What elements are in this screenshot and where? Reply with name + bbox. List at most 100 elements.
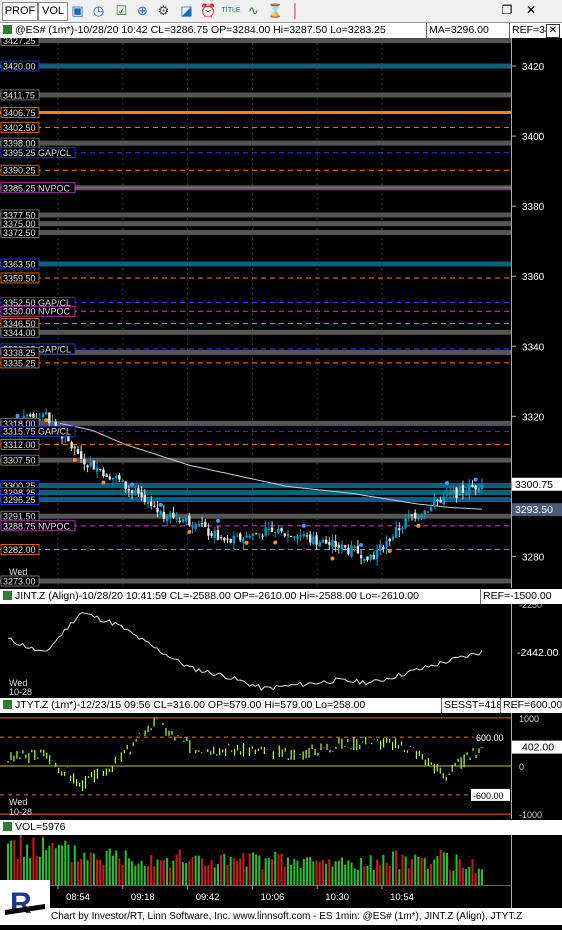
vol-bar [89,852,92,885]
vol-bar [127,858,130,885]
vol-bar [353,868,356,885]
es-candle [41,413,45,418]
vol-bar [471,859,474,885]
es-candle [375,549,379,560]
es-candle [372,554,376,560]
vol-bar [347,860,350,885]
vol-button[interactable]: VOL [38,2,68,21]
jint-ytick-label: -2250 [519,604,542,610]
vol-bar [188,861,191,885]
es-candle [413,512,417,519]
es-candle [417,516,420,520]
jint-day-label: Wed [9,678,27,688]
es-candle [146,500,150,504]
es-level-band [0,212,511,218]
es-level-label-box [0,121,40,133]
restore-icon[interactable]: ❐ [501,3,513,17]
es-candle [280,527,283,532]
vol-bar [131,861,134,885]
es-candle [420,514,423,519]
es-ytick-label: 3420 [522,62,545,73]
vol-bar [325,863,328,885]
data-icon[interactable]: ▣ [71,3,84,18]
vol-bar [92,853,95,885]
hourglass-icon[interactable]: ⌛ [267,3,284,18]
vol-bar [477,868,480,885]
es-candle [216,530,220,540]
es-pivot-dot [72,457,77,462]
es-level-label: 3385.25 NVPOC [3,183,71,193]
es-candle [79,451,83,459]
close-icon[interactable]: ✕ [525,3,537,17]
es-candle [283,533,286,536]
es-level-label-box [0,326,40,338]
sine-icon[interactable]: ∿ [248,3,259,18]
vol-bar [67,844,70,885]
gear-icon[interactable]: ⚙ [157,3,170,18]
es-level-label: 3398.00 [3,139,36,149]
es-candle [242,539,245,543]
vol-check-icon[interactable] [3,822,12,831]
es-candle [477,488,481,493]
es-close-icon[interactable]: ✕ [546,24,560,38]
zoom-icon[interactable]: ⊕ [137,3,148,18]
title-icon[interactable]: TITLE [221,7,241,14]
vol-bar [277,854,280,885]
es-candle [102,469,105,476]
vol-bar [449,870,452,885]
vol-bar [143,865,146,885]
es-level-band [0,38,511,44]
prof-button[interactable]: PROF [2,2,38,21]
es-candle [305,535,309,537]
es-candle [445,494,449,496]
es-candle [108,476,111,480]
jint-check-icon[interactable] [3,591,12,600]
vol-bar [379,865,382,885]
es-pivot-dot [416,523,421,528]
jtyt-check-icon[interactable] [3,700,12,709]
es-candle [379,544,382,551]
es-candle [391,536,395,540]
vol-bar [274,851,277,885]
vol-bar [458,859,461,885]
jint-plot-bg [0,604,511,697]
es-candle [309,534,312,543]
es-candle [340,544,344,550]
es-price-chart[interactable]: 3427.25 3420.00 3411.75 3406.75 3402.50 3398.… [0,38,562,588]
es-level-label: 3372.50 [3,228,36,238]
es-candle [188,515,191,526]
es-candle [471,484,474,487]
es-level-band [0,457,511,463]
vol-chart[interactable]: 08:54 09:18 09:42 10:06 10:30 10:54 [0,835,562,908]
vol-bar [26,844,29,885]
vol-bar [271,859,274,885]
vol-bar [283,866,286,885]
vol-header: VOL=5976 [0,820,562,835]
vol-bar [337,860,340,885]
checkbox-icon[interactable]: ☑ [115,3,128,18]
clock-icon[interactable]: ◷ [92,3,105,18]
vol-bar [430,864,433,885]
es-candle [299,535,302,537]
vol-bar [401,854,404,885]
jtyt-day-label: Wed [9,797,27,807]
es-pivot-dot [101,480,106,485]
es-candle [67,432,70,442]
es-check-icon[interactable] [3,25,12,34]
vol-bar [57,845,60,885]
es-candle [382,546,385,549]
alarm-icon[interactable]: ⏰ [200,3,217,18]
es-candle [226,538,229,540]
vol-bar [204,865,207,885]
es-candle [73,447,77,449]
layers-icon[interactable]: ◪ [180,3,193,18]
vol-bar [296,860,299,885]
svg-text:R: R [10,887,32,920]
es-level-label-box [0,147,76,159]
vol-bar [436,855,439,885]
es-candle [140,492,143,498]
es-candle [318,542,321,547]
es-candle [44,412,48,415]
